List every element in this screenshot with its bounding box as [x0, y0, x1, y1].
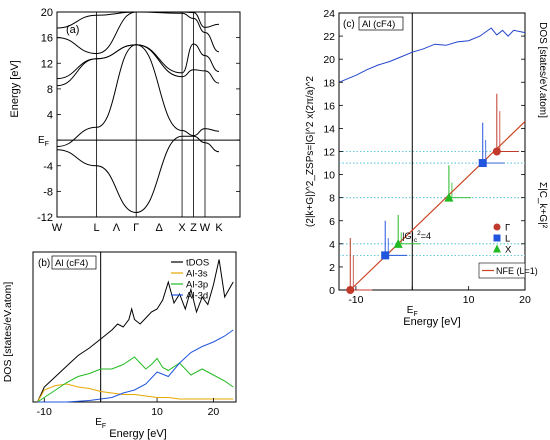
- panel-a-kpoint-label: X: [178, 222, 186, 234]
- panel-a-band-2: [56, 44, 220, 147]
- panel-c-legend-marker: [493, 244, 501, 253]
- panel-c-x-tick-label: 10: [463, 294, 475, 306]
- panel-c-point-triangle: [444, 192, 454, 202]
- panel-c-dos-curve: [338, 27, 526, 83]
- panel-c-y-tick-label: 6: [329, 216, 335, 228]
- panel-b-title-box: [51, 255, 97, 270]
- panel-a-y-tick-label: 4: [47, 110, 53, 122]
- panel-c-point-square: [381, 251, 390, 260]
- panel-c-legend-label: X: [505, 245, 512, 256]
- panel-a-y-tick-label: -4: [43, 161, 53, 173]
- panel-a-y-tick-label: 16: [41, 33, 53, 45]
- panel-b-x-axis-label: Energy [eV]: [109, 428, 166, 440]
- panel-c-title: Al (cF4): [362, 19, 395, 30]
- panel-c-y-axis-label: (2|k+G|)^2_ZSPs=|G|^2 x(2π/a)^2: [305, 76, 316, 227]
- panel-c-y-tick-label: 4: [329, 239, 335, 251]
- panel-a-band-5: [56, 11, 220, 55]
- panel-b-title: Al (cF4): [55, 258, 88, 269]
- panel-b-legend-label: tDOS: [186, 258, 209, 269]
- panel-b-series-tdos: [37, 259, 234, 403]
- panel-c-fermi-tick-label: EF: [407, 305, 418, 318]
- panel-a-band-4: [56, 43, 220, 80]
- panel-c-legend-marker: [493, 223, 501, 231]
- panel-a-y-tick-label: 8: [47, 84, 53, 96]
- panel-a-kpoint-label: W: [52, 222, 63, 234]
- panel-a-kpoint-label: Λ: [113, 222, 121, 234]
- panel-b-fermi-tick-label: EF: [95, 417, 106, 430]
- panel-c-title-box: [358, 16, 404, 31]
- panel-b-frame: [32, 251, 237, 403]
- panel-c-y-tick-label: 0: [329, 285, 335, 297]
- panel-c-point-circle: [492, 147, 501, 156]
- panel-c-legend-marker: [493, 234, 501, 242]
- panel-b-x-tick-label: -10: [37, 406, 52, 418]
- panel-a-kpoint-label: W: [200, 222, 211, 234]
- panel-c-x-axis-label: Energy [eV]: [403, 316, 460, 328]
- panel-c-y-tick-label: 12: [323, 147, 335, 159]
- panel-a-fermi-tick-label: EF: [38, 135, 49, 148]
- panel-c-legend-label: Γ: [505, 223, 510, 234]
- panel-c-y-tick-label: 14: [323, 123, 335, 135]
- panel-a-y-axis-label: Energy [eV]: [9, 60, 21, 117]
- panel-c-right-bottom-label: Σ|C_k+G|²: [537, 182, 548, 229]
- panel-c-x-tick-label: -10: [348, 294, 363, 306]
- panel-a-kpoint-label: L: [94, 222, 100, 234]
- panel-c-point-square: [478, 159, 487, 168]
- panel-c-y-tick-label: 16: [323, 100, 335, 112]
- panel-c-legend-box: [478, 262, 526, 279]
- panel-a-y-tick-label: 12: [41, 58, 53, 70]
- panel-a-kpoint-label: K: [215, 222, 223, 234]
- panel-b-series-al-3p: [37, 356, 234, 403]
- panel-b-series-al-3d: [37, 329, 234, 403]
- panel-b-legend-label: Al-3s: [186, 269, 208, 280]
- panel-c-y-tick-label: 20: [323, 54, 335, 66]
- panel-a-y-tick-label: 20: [41, 7, 53, 19]
- panel-b-x-tick-label: 10: [151, 406, 163, 418]
- panel-c-right-top-label: DOS [states/eV.atom]: [537, 22, 548, 118]
- panel-a-label: (a): [66, 24, 79, 36]
- panel-a-y-tick-label: -12: [37, 212, 53, 224]
- panel-a-kpoint-label: Γ: [133, 222, 139, 234]
- panel-b-label: (b): [38, 258, 50, 269]
- panel-b-y-axis-label: DOS [states/eV.atom]: [2, 282, 14, 383]
- panel-a-band-3: [56, 44, 220, 87]
- panel-c-y-tick-label: 24: [323, 8, 335, 20]
- panel-c-y-tick-label: 2: [329, 262, 335, 274]
- panel-c-y-tick-label: 8: [329, 193, 335, 205]
- panel-c-y-tick-label: 22: [323, 31, 335, 43]
- panel-c-point-circle: [346, 286, 355, 294]
- panel-a-y-tick-label: -8: [43, 186, 53, 198]
- panel-c-point-triangle: [393, 238, 403, 248]
- panel-c-legend-label: L: [505, 234, 510, 245]
- panel-b-dos: -10 10 20 (b) Al (cF4) tDOSAl-3sAl-3pAl-3d…: [2, 251, 237, 440]
- panel-a-kpoint-label: Δ: [155, 222, 163, 234]
- panel-b-legend-label: Al-3p: [186, 280, 208, 291]
- panel-c-x-tick-label: 20: [519, 294, 531, 306]
- panel-c-y-tick-label: 18: [323, 77, 335, 89]
- panel-c-annotation: |G|c2=4: [402, 230, 431, 244]
- panel-c-y-tick-label: 10: [323, 170, 335, 182]
- panel-c-label: (c): [343, 19, 355, 30]
- panel-c-legend-label: NFE (L=1): [496, 266, 538, 276]
- panel-b-x-tick-label: 20: [208, 406, 220, 418]
- panel-b-series-al-3s: [37, 383, 234, 403]
- panel-c-legend: ΓLX NFE (L=1): [478, 223, 538, 279]
- panel-a-band-1: [56, 135, 220, 214]
- panel-a-kpoint-label: Z: [190, 222, 197, 234]
- panel-b-legend-label: Al-3d: [186, 291, 208, 302]
- panel-a-band-6: [56, 11, 220, 29]
